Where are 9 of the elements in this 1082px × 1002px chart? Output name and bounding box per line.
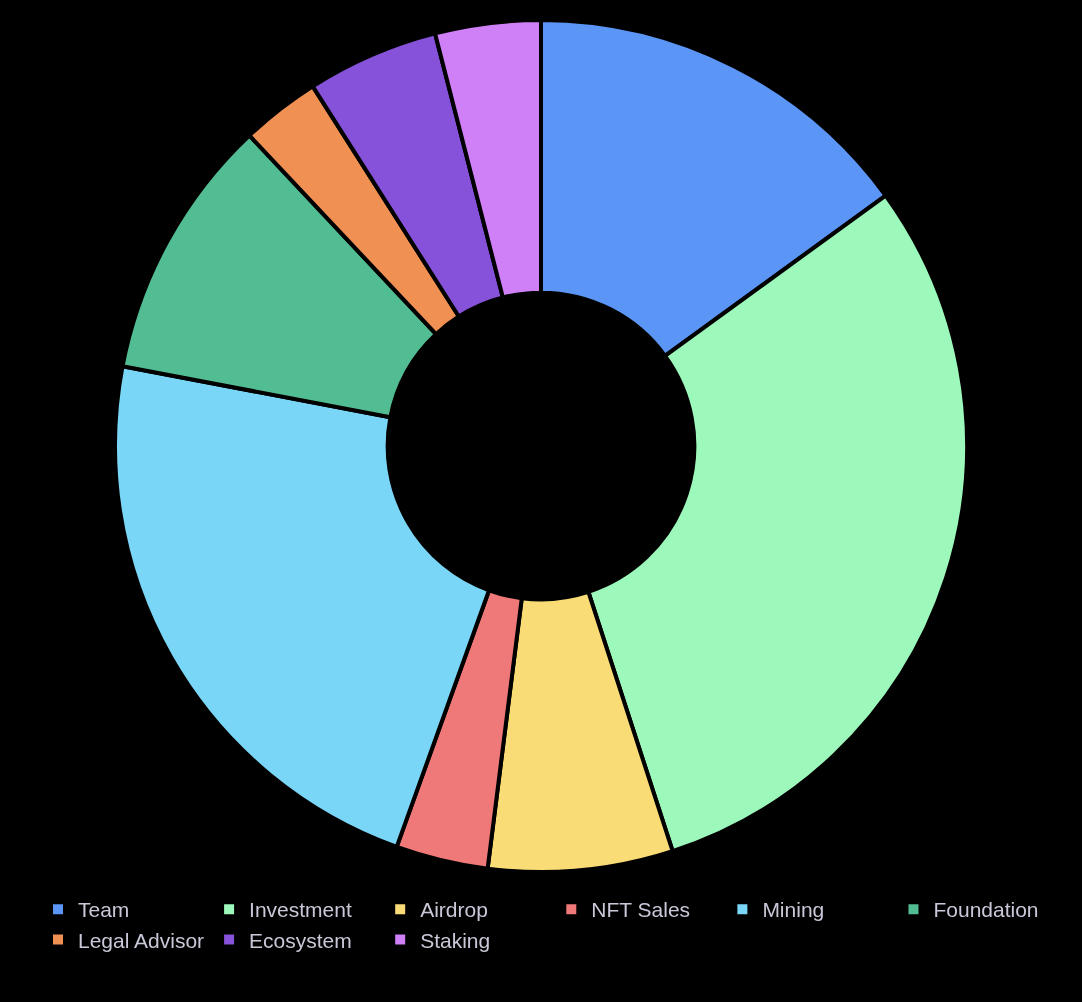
legend-label: Mining [762,898,825,922]
legend-label: Investment [249,898,352,922]
legend-label: NFT Sales [591,898,691,922]
legend-label: Team [78,898,130,922]
legend-label: Airdrop [420,898,488,922]
legend-label: Staking [420,928,491,952]
legend-label: Ecosystem [249,928,352,952]
legend-label: Foundation [933,898,1039,922]
legend-label: Legal Advisor [78,928,205,952]
